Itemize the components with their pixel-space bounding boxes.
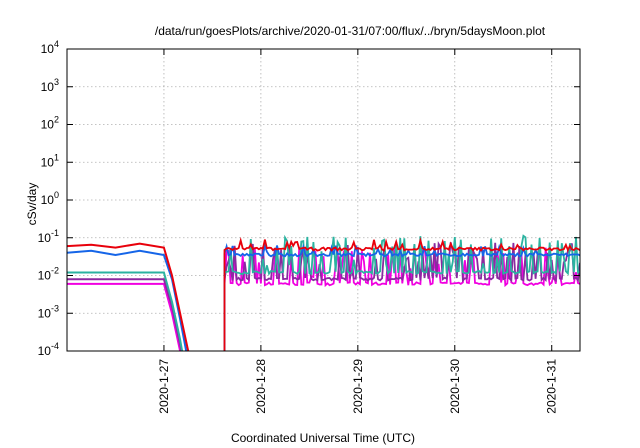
y-tick-exponent: 2 <box>54 115 59 125</box>
x-tick-label: 2020-1-28 <box>254 359 268 414</box>
series-group <box>67 234 580 351</box>
series-line <box>67 249 188 351</box>
series-line <box>223 236 580 351</box>
x-tick-label: 2020-1-31 <box>545 359 559 414</box>
x-tick-label: 2020-1-30 <box>448 359 462 414</box>
x-axis-label: Coordinated Universal Time (UTC) <box>231 431 415 445</box>
y-tick-exponent: -3 <box>51 303 59 313</box>
chart-title: /data/run/goesPlots/archive/2020-01-31/0… <box>155 24 546 38</box>
series-line <box>67 271 184 351</box>
y-tick-label: 103 <box>41 77 59 94</box>
series-line <box>67 242 190 351</box>
x-tick-label: 2020-1-27 <box>157 359 171 414</box>
y-tick-exponent: -1 <box>51 228 59 238</box>
y-tick-label: 10-1 <box>38 228 59 245</box>
y-tick-label: 100 <box>41 190 59 207</box>
series-line <box>67 282 182 351</box>
y-tick-exponent: -2 <box>51 266 59 276</box>
y-tick-label: 10-2 <box>38 266 59 283</box>
y-tick-label: 10-4 <box>38 341 59 358</box>
y-tick-exponent: 3 <box>54 77 59 87</box>
y-tick-label: 104 <box>41 39 59 56</box>
series-line <box>223 242 580 351</box>
grid <box>67 49 580 351</box>
x-tick-label: 2020-1-29 <box>351 359 365 414</box>
x-axis: 2020-1-27 2020-1-28 2020-1-29 2020-1-30 2020… <box>157 49 559 414</box>
series-line <box>223 234 580 351</box>
y-tick-label: 101 <box>41 152 59 169</box>
y-tick-exponent: 1 <box>54 152 59 162</box>
y-tick-exponent: 0 <box>54 190 59 200</box>
y-tick-exponent: -4 <box>51 341 59 351</box>
plot-lines <box>67 234 580 351</box>
y-axis-label: cSv/day <box>25 183 39 226</box>
y-tick-label: 102 <box>41 115 59 132</box>
y-tick-label: 10-3 <box>38 303 59 320</box>
y-tick-exponent: 4 <box>54 39 59 49</box>
